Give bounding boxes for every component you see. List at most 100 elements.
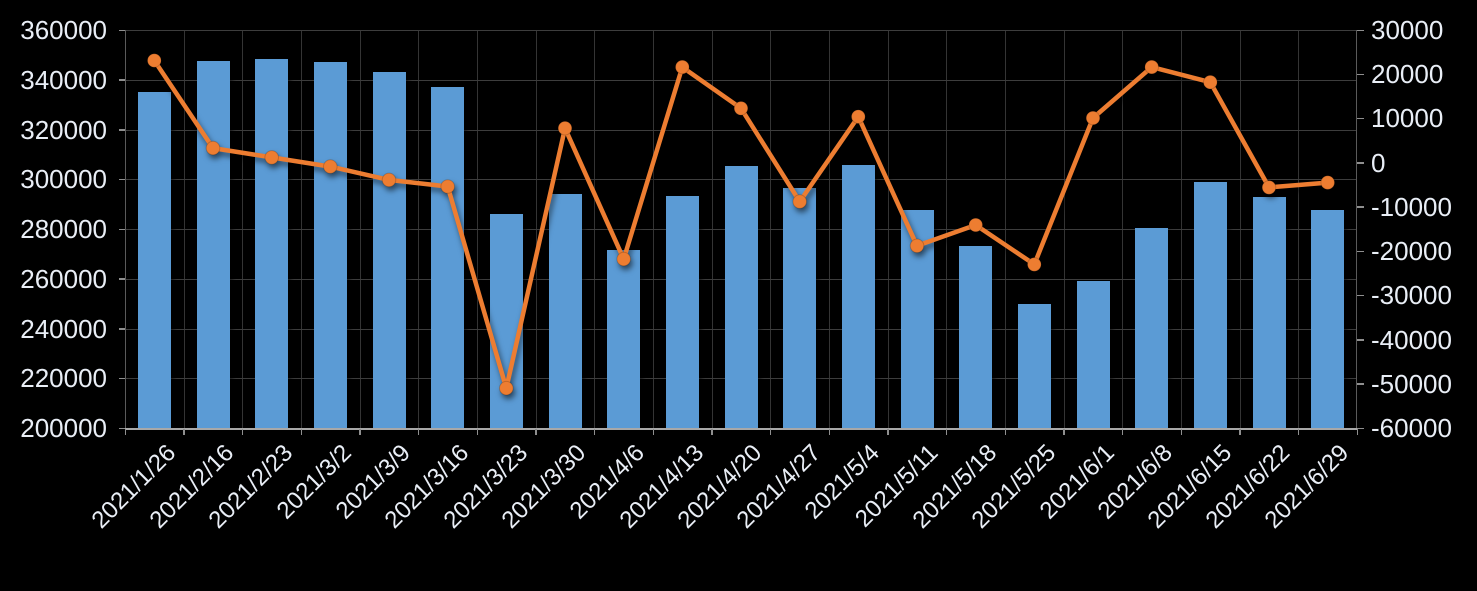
bar xyxy=(137,91,171,428)
left-axis-tick xyxy=(119,79,125,81)
x-axis-tick xyxy=(1004,429,1006,435)
right-axis-tick xyxy=(1357,250,1364,253)
right-axis-tick-label: 30000 xyxy=(1371,15,1444,45)
line-marker xyxy=(1085,110,1101,126)
line-marker xyxy=(499,380,514,396)
line-marker xyxy=(792,194,808,209)
right-axis-tick xyxy=(1357,383,1364,385)
right-axis-tick-label: -60000 xyxy=(1371,413,1452,443)
x-axis-tick xyxy=(124,429,126,435)
right-axis-tick xyxy=(1357,29,1364,31)
x-axis-tick xyxy=(476,429,478,435)
right-axis-tick xyxy=(1357,339,1364,341)
bar xyxy=(1311,210,1345,428)
bar xyxy=(372,72,406,428)
line-marker xyxy=(1144,59,1159,75)
x-axis-tick xyxy=(711,429,713,435)
left-axis-tick xyxy=(119,278,125,280)
x-axis-tick xyxy=(300,429,302,435)
x-axis-tick xyxy=(1121,429,1124,435)
x-axis-tick xyxy=(535,429,537,435)
left-axis-tick-label: 360000 xyxy=(20,15,107,45)
left-axis-tick-label: 340000 xyxy=(20,64,107,95)
x-axis-tick xyxy=(945,429,948,435)
x-axis-tick xyxy=(1180,429,1182,435)
x-axis-tick xyxy=(1356,429,1358,435)
line-marker xyxy=(675,59,690,75)
line-marker xyxy=(1261,180,1277,195)
bar xyxy=(1135,228,1169,428)
x-axis-tick xyxy=(593,429,596,435)
x-axis-tick xyxy=(183,429,185,435)
x-axis-line xyxy=(125,428,1358,430)
x-axis-tick xyxy=(1297,429,1300,435)
right-axis-tick xyxy=(1357,427,1364,429)
bar xyxy=(1076,281,1110,428)
left-axis-tick xyxy=(119,178,125,181)
line-marker xyxy=(851,109,866,124)
bar xyxy=(724,166,758,428)
bar xyxy=(1017,304,1051,428)
line-marker xyxy=(557,120,573,136)
x-axis-tick xyxy=(652,429,654,435)
bar xyxy=(255,59,289,428)
x-axis-tick xyxy=(887,429,889,435)
bar xyxy=(783,188,817,428)
line-series xyxy=(147,53,1335,396)
left-axis-tick-label: 240000 xyxy=(20,313,107,344)
bar xyxy=(431,87,465,428)
bar xyxy=(1252,197,1286,428)
x-axis-tick xyxy=(241,429,244,435)
bar xyxy=(196,61,230,428)
right-axis-tick-label: 20000 xyxy=(1371,59,1444,90)
line-marker xyxy=(323,159,338,174)
left-axis-tick-label: 300000 xyxy=(20,164,107,195)
bar xyxy=(1193,181,1227,428)
bar xyxy=(607,249,641,428)
x-axis-tick xyxy=(1063,429,1065,435)
left-axis-tick-label: 320000 xyxy=(20,114,107,145)
left-axis-tick-label: 200000 xyxy=(20,413,107,443)
right-axis-tick xyxy=(1357,73,1364,76)
line-marker xyxy=(147,53,162,68)
right-axis-tick xyxy=(1357,117,1364,120)
line-marker xyxy=(205,140,221,156)
line-marker xyxy=(1320,175,1335,190)
line-marker xyxy=(1203,74,1218,90)
x-axis-tick xyxy=(769,429,772,435)
right-axis-tick-label: -40000 xyxy=(1371,324,1452,355)
right-axis-tick-label: -30000 xyxy=(1371,280,1452,311)
x-axis-tick xyxy=(1239,429,1241,435)
right-axis-tick xyxy=(1357,206,1364,208)
bar xyxy=(841,164,875,428)
line-marker xyxy=(381,172,397,188)
right-axis-tick-label: -10000 xyxy=(1371,191,1452,222)
line-marker xyxy=(733,101,749,116)
x-axis-tick xyxy=(359,429,361,435)
plot-area xyxy=(125,30,1357,428)
left-axis-tick-label: 280000 xyxy=(20,214,107,244)
right-axis-tick-label: 0 xyxy=(1371,147,1386,178)
right-axis-tick-label: -50000 xyxy=(1371,368,1452,399)
left-axis-tick-label: 260000 xyxy=(20,263,107,294)
line-marker xyxy=(968,217,984,233)
bar xyxy=(665,196,699,428)
right-axis-tick xyxy=(1357,162,1364,164)
x-axis-tick xyxy=(828,429,830,435)
right-axis-tick-label: -20000 xyxy=(1371,236,1452,267)
line-marker xyxy=(440,179,456,194)
left-axis-tick xyxy=(119,377,125,380)
left-axis-tick xyxy=(119,427,125,429)
bar xyxy=(548,194,582,428)
right-axis-tick-label: 10000 xyxy=(1371,103,1444,134)
line-marker xyxy=(264,150,279,165)
line-marker xyxy=(1027,257,1042,272)
right-axis-tick xyxy=(1357,294,1364,297)
left-axis-tick xyxy=(119,228,125,230)
bar xyxy=(313,61,347,428)
left-axis-tick xyxy=(119,328,125,330)
line-marker xyxy=(909,238,925,254)
bar xyxy=(959,245,993,428)
left-axis-tick xyxy=(119,129,125,131)
